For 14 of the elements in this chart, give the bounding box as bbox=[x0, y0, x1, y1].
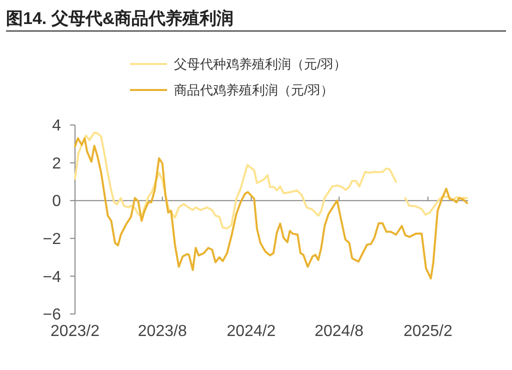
chart-title: 图14. 父母代&商品代养殖利润 bbox=[6, 9, 234, 28]
x-tick-label: 2023/8 bbox=[138, 323, 187, 340]
y-tick-label: 4 bbox=[52, 118, 62, 135]
x-tick-label: 2025/2 bbox=[403, 323, 452, 340]
y-tick-label: −2 bbox=[42, 231, 62, 248]
x-tick-label: 2023/2 bbox=[50, 323, 100, 340]
x-tick-label: 2024/2 bbox=[226, 323, 276, 340]
legend-label: 商品代鸡养殖利润（元/羽） bbox=[174, 82, 334, 98]
y-tick-label: 0 bbox=[52, 193, 62, 210]
x-tick-label: 2024/8 bbox=[314, 323, 364, 340]
y-tick-label: −4 bbox=[42, 268, 62, 286]
y-tick-label: 2 bbox=[52, 155, 62, 172]
legend-label: 父母代种鸡养殖利润（元/羽） bbox=[174, 56, 347, 72]
y-tick-label: −6 bbox=[42, 306, 62, 324]
